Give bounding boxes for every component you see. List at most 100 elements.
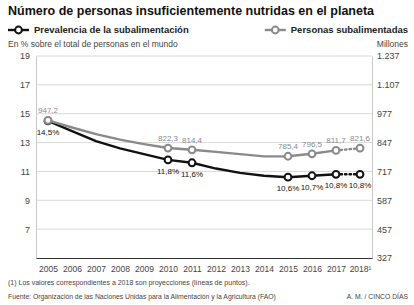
line [48, 121, 336, 177]
tick: 587 [372, 196, 392, 206]
y-axis-title: En % sobre el total de personas en el mu… [8, 39, 178, 49]
grid-line [36, 171, 372, 172]
tick-label: 19 [20, 51, 30, 61]
tick: 327 [372, 253, 392, 263]
tick: 17 [20, 80, 36, 90]
tick: 2015 [279, 258, 298, 274]
grid-line [36, 113, 372, 114]
footnote: (1) Los valores correspondientes a 2018 … [8, 279, 250, 287]
data-label: 814,4 [182, 136, 203, 145]
marker [189, 146, 196, 153]
tick-label: 847 [377, 138, 392, 148]
credit: A. M. / CINCO DÍAS [347, 292, 409, 300]
tick-label: 2018¹ [350, 264, 372, 274]
legend-label: Personas subalimentadas [291, 24, 408, 35]
grid [36, 56, 372, 229]
tick: 2012 [207, 258, 226, 274]
tick: 2006 [63, 258, 82, 274]
marker [45, 117, 52, 124]
tick-label: 17 [20, 80, 30, 90]
tick-label: 2015 [279, 264, 298, 274]
data-label: 796,5 [302, 140, 323, 149]
data-label: 11,6% [181, 170, 203, 179]
tick: 977 [372, 109, 392, 119]
marker [45, 118, 52, 125]
tick-label: 2011 [183, 264, 202, 274]
tick: 2009 [135, 258, 154, 274]
data-labels: 14,5%11,8%11,6%10,6%10,7%10,8%10,8%947,2… [37, 106, 372, 193]
legend-marker [15, 27, 22, 34]
tick-label: 327 [377, 253, 392, 263]
legend-label: Prevalencia de la subalimentación [34, 24, 189, 35]
tick-label: 11 [21, 167, 30, 177]
tick: 2018¹ [350, 258, 372, 274]
tick-label: 2009 [135, 264, 154, 274]
tick-label: 2014 [255, 264, 274, 274]
tick-label: 717 [377, 167, 392, 177]
tick-label: 2013 [231, 264, 250, 274]
tick: 457 [372, 225, 392, 235]
marker [309, 150, 316, 157]
tick: 11 [21, 167, 36, 177]
data-label: 10,8% [349, 181, 372, 190]
legend: Prevalencia de la subalimentación Persona… [8, 24, 408, 35]
marker [285, 153, 292, 160]
data-label: 10,8% [325, 181, 348, 190]
tick: 2007 [87, 258, 106, 274]
tick-label: 1.237 [377, 51, 400, 61]
axis-line [372, 57, 373, 259]
data-label: 10,6% [277, 184, 300, 193]
tick: 7 [25, 225, 36, 235]
tick: 1.107 [372, 80, 400, 90]
tick-label: 2005 [39, 264, 58, 274]
plot-area [45, 117, 364, 181]
marker [333, 171, 340, 178]
marker [357, 171, 364, 178]
x-axis: 2005200620072008200920102011201220132014… [37, 258, 373, 274]
tick: 2017 [327, 258, 346, 274]
axis-line [36, 57, 37, 259]
title: Número de personas insuficientemente nut… [8, 4, 375, 18]
tick-label: 457 [377, 225, 392, 235]
tick-label: 7 [25, 225, 30, 235]
marker [165, 156, 172, 163]
tick-label: 1.107 [377, 80, 400, 90]
grid-line [36, 84, 372, 85]
tick: 9 [25, 196, 36, 206]
tick: 2016 [303, 258, 322, 274]
tick-label: 2006 [63, 264, 82, 274]
chart-container: Número de personas insuficientemente nut… [0, 0, 414, 305]
tick: 2014 [255, 258, 274, 274]
data-label: 811,7 [326, 136, 346, 145]
tick: 15 [20, 109, 36, 119]
tick: 2013 [231, 258, 250, 274]
data-label: 822,3 [158, 134, 179, 143]
tick-label: 977 [377, 109, 392, 119]
marker [357, 145, 364, 152]
data-label: 10,7% [301, 183, 324, 192]
tick: 847 [372, 138, 392, 148]
tick: 1.237 [372, 51, 400, 61]
data-label: 821,6 [350, 134, 371, 143]
tick: 13 [20, 138, 36, 148]
marker [165, 145, 172, 152]
marker [285, 174, 292, 181]
tick: 2008 [111, 258, 130, 274]
grid-line [36, 229, 372, 230]
tick: 2005 [39, 258, 58, 274]
grid-line [36, 56, 372, 57]
data-label: 14,5% [37, 128, 60, 137]
tick-label: 2016 [303, 264, 322, 274]
axis-line [37, 258, 373, 259]
tick-label: 2008 [111, 264, 130, 274]
grid-line [36, 200, 372, 201]
tick: 2011 [183, 258, 202, 274]
tick-label: 587 [377, 196, 392, 206]
source: Fuente: Organización de las Naciones Uni… [8, 293, 276, 301]
y2-axis-title: Millones [377, 39, 408, 49]
line [48, 120, 336, 156]
tick-label: 2007 [87, 264, 106, 274]
tick: 19 [20, 51, 36, 61]
chart: Número de personas insuficientemente nut… [0, 0, 414, 305]
legend-marker [272, 27, 279, 34]
